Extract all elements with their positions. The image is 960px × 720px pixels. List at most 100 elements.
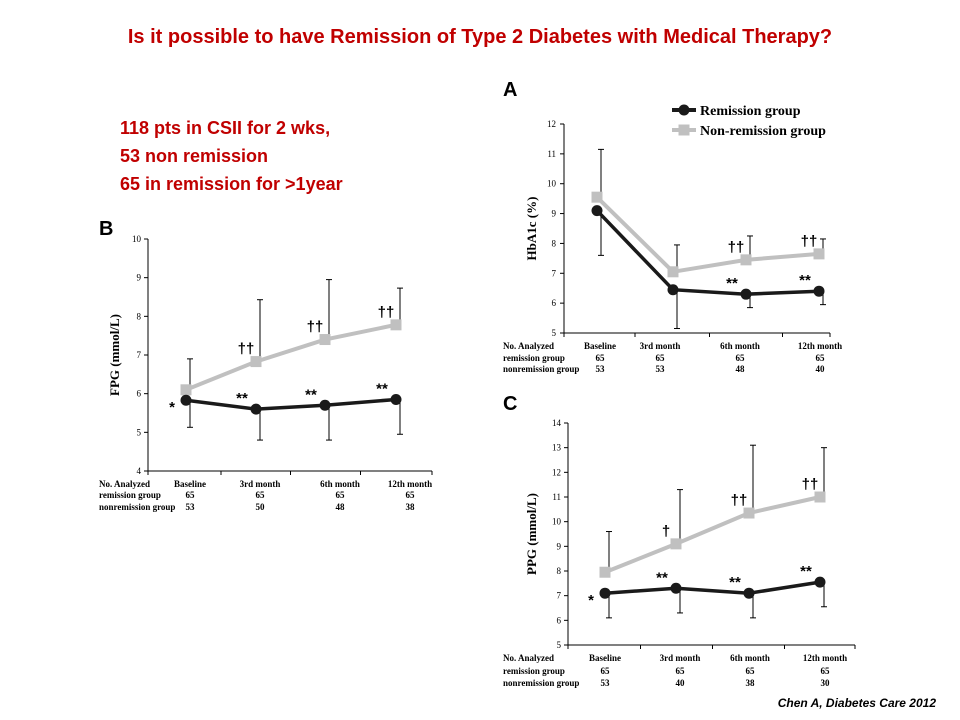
table-row-label: remission group <box>503 666 565 676</box>
table-cell: 53 <box>596 364 606 374</box>
table-cell: 65 <box>406 490 416 500</box>
y-tick-label: 9 <box>552 209 557 219</box>
series-line-nonremission <box>604 495 821 575</box>
panel-letter: C <box>503 393 517 415</box>
series-line-remission <box>604 580 821 595</box>
data-point-remission <box>250 403 262 415</box>
data-point-remission <box>599 587 611 599</box>
legend-marker-nonremission <box>678 124 690 136</box>
data-point-nonremission <box>250 356 262 368</box>
table-cell: 30 <box>821 678 831 688</box>
data-point-remission <box>743 587 755 599</box>
significance-mark: * <box>588 592 594 609</box>
x-category-label: 3rd month <box>640 341 681 351</box>
y-tick-label: 8 <box>137 311 142 321</box>
significance-mark: ** <box>800 563 812 580</box>
x-category-label: 12th month <box>388 479 432 489</box>
y-tick-label: 7 <box>552 268 557 278</box>
data-point-remission <box>667 284 679 296</box>
legend-marker-remission <box>678 104 690 116</box>
series-line-nonremission <box>595 195 820 274</box>
y-tick-label: 5 <box>137 427 142 437</box>
x-category-label: Baseline <box>174 479 206 489</box>
y-tick-label: 8 <box>557 566 562 576</box>
table-row-label: remission group <box>503 353 565 363</box>
x-category-label: Baseline <box>589 653 621 663</box>
significance-mark: ** <box>236 390 248 407</box>
study-note: 118 pts in CSII for 2 wks, 53 non remiss… <box>120 114 343 198</box>
y-tick-label: 10 <box>547 179 557 189</box>
panel-letter: B <box>99 218 113 240</box>
y-tick-label: 8 <box>552 238 557 248</box>
data-point-nonremission <box>740 254 752 266</box>
significance-mark: † <box>662 523 670 540</box>
significance-mark: ** <box>729 574 741 591</box>
table-cell: 65 <box>736 353 746 363</box>
x-category-label: 6th month <box>320 479 360 489</box>
table-cell: 48 <box>336 502 346 512</box>
data-point-nonremission <box>180 384 192 396</box>
table-cell: 53 <box>186 502 196 512</box>
y-tick-label: 9 <box>557 541 562 551</box>
data-point-remission <box>670 582 682 594</box>
y-axis-label: PPG (mmol/L) <box>524 493 539 575</box>
data-point-remission <box>180 394 192 406</box>
table-cell: 65 <box>656 353 666 363</box>
significance-mark: †† <box>802 476 819 493</box>
x-category-label: 6th month <box>730 653 770 663</box>
data-point-nonremission <box>591 191 603 203</box>
y-tick-label: 12 <box>552 467 561 477</box>
significance-mark: †† <box>728 239 745 256</box>
significance-mark: ** <box>376 380 388 397</box>
chart-panel-a: A 5 6 7 8 9 10 11 12 HbA1c (%) ** ** †† †† Baseline 3rd… <box>503 79 842 374</box>
table-row-label: nonremission group <box>99 502 175 512</box>
table-cell: 65 <box>816 353 826 363</box>
data-point-remission <box>813 285 825 297</box>
significance-mark: †† <box>378 304 395 321</box>
table-row-label: nonremission group <box>503 678 579 688</box>
data-point-nonremission <box>670 538 682 550</box>
study-note-line: 65 in remission for >1year <box>120 174 343 194</box>
data-point-remission <box>319 399 331 411</box>
table-cell: 40 <box>816 364 826 374</box>
y-tick-label: 12 <box>547 119 556 129</box>
table-cell: 48 <box>736 364 746 374</box>
y-tick-label: 9 <box>137 273 142 283</box>
slide-title: Is it possible to have Remission of Type… <box>127 26 833 48</box>
y-tick-label: 6 <box>557 615 562 625</box>
series-line-remission <box>185 397 397 411</box>
data-point-nonremission <box>813 248 825 260</box>
y-tick-label: 14 <box>552 418 562 428</box>
table-cell: 65 <box>821 666 831 676</box>
legend-label: Non-remission group <box>700 124 826 139</box>
table-cell: 65 <box>186 490 196 500</box>
significance-mark: ** <box>305 386 317 403</box>
data-point-nonremission <box>390 319 402 331</box>
data-point-nonremission <box>319 334 331 346</box>
table-cell: 65 <box>336 490 346 500</box>
table-row-label: remission group <box>99 490 161 500</box>
data-point-nonremission <box>667 266 679 278</box>
x-category-label: 6th month <box>720 341 760 351</box>
y-axis-label: HbA1c (%) <box>524 197 539 261</box>
significance-mark: * <box>169 399 175 416</box>
significance-mark: †† <box>307 319 324 336</box>
data-point-nonremission <box>743 507 755 519</box>
significance-mark: †† <box>238 341 255 358</box>
x-category-label: 12th month <box>803 653 847 663</box>
table-cell: 38 <box>406 502 416 512</box>
y-tick-label: 6 <box>552 298 557 308</box>
y-tick-label: 11 <box>547 149 556 159</box>
table-cell: 40 <box>676 678 686 688</box>
y-tick-label: 5 <box>557 640 562 650</box>
table-cell: 53 <box>601 678 611 688</box>
citation: Chen A, Diabetes Care 2012 <box>777 696 936 710</box>
y-tick-label: 13 <box>552 443 562 453</box>
x-category-label: 12th month <box>798 341 842 351</box>
y-tick-label: 5 <box>552 328 557 338</box>
panel-letter: A <box>503 79 517 101</box>
series-line-remission <box>595 209 820 296</box>
